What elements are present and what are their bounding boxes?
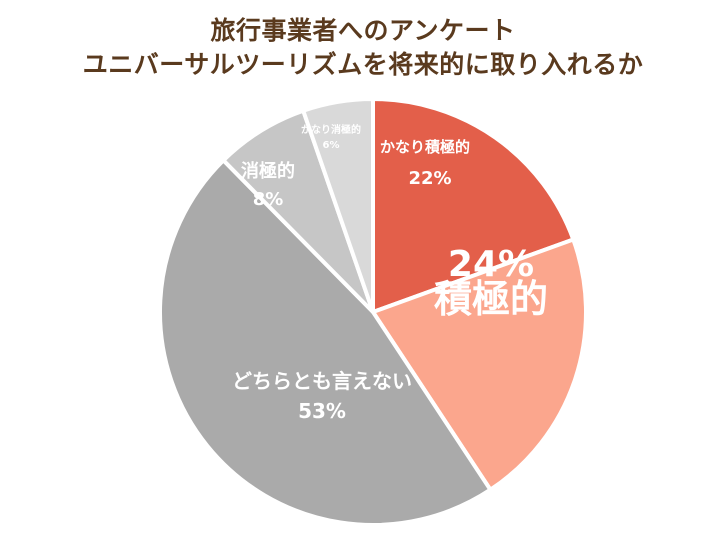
slice-label-4: 消極的 (241, 160, 295, 182)
chart-title: 旅行事業者へのアンケート (210, 16, 516, 45)
pie-slice-3 (157, 158, 493, 527)
pie-slice-5 (301, 97, 375, 314)
chart-subtitle: ユニバーサルツーリズムを将来的に取り入れるか (82, 50, 644, 79)
pie-slice-1 (371, 97, 576, 314)
slice-label-1: かなり積極的 (380, 138, 470, 156)
slice-value-3: 53% (298, 399, 346, 423)
pie-slice-2 (371, 237, 588, 492)
chart-title-block: 旅行事業者へのアンケート ユニバーサルツーリズムを将来的に取り入れるか (0, 14, 726, 82)
slice-label-5: かなり消極的 (301, 123, 361, 136)
slice-value-1: 22% (408, 168, 451, 189)
slice-label-3: どちらとも言えない (232, 369, 412, 393)
slice-value-4: 8% (253, 189, 284, 210)
slice-value-5: 6% (323, 140, 340, 151)
slice-value-2: 24% (448, 244, 534, 285)
slice-label-2: 積極的 (434, 277, 548, 321)
